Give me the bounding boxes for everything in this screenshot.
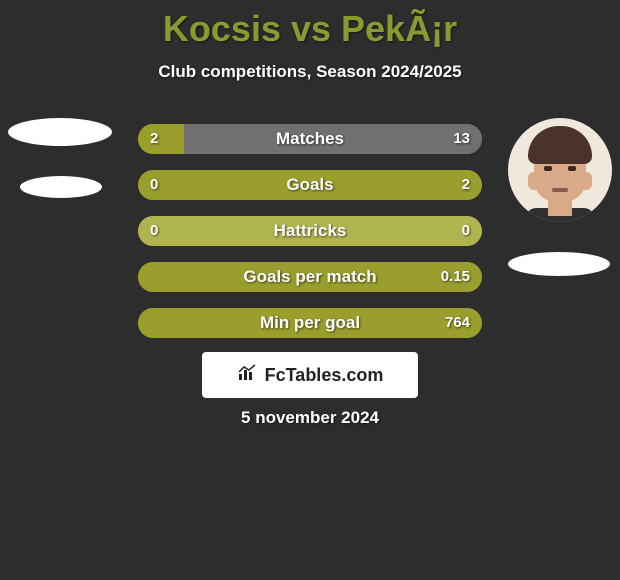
- stat-bar: Min per goal764: [138, 308, 482, 338]
- bar-label: Goals per match: [138, 262, 482, 292]
- player-right-name-placeholder: [508, 252, 610, 276]
- bar-value-right: 13: [453, 124, 470, 154]
- bar-value-right: 0: [462, 216, 470, 246]
- bar-value-right: 0.15: [441, 262, 470, 292]
- chart-icon: [237, 364, 259, 387]
- stat-bar: Goals per match0.15: [138, 262, 482, 292]
- player-left-panel: [8, 118, 112, 198]
- bar-value-right: 764: [445, 308, 470, 338]
- stat-bar: 0Hattricks0: [138, 216, 482, 246]
- player-right-panel: [508, 118, 612, 276]
- bar-label: Min per goal: [138, 308, 482, 338]
- player-right-avatar: [508, 118, 612, 222]
- player-left-name-placeholder: [20, 176, 102, 198]
- subtitle: Club competitions, Season 2024/2025: [0, 62, 620, 82]
- date-label: 5 november 2024: [0, 408, 620, 428]
- player-left-avatar-placeholder: [8, 118, 112, 146]
- stat-bar: 2Matches13: [138, 124, 482, 154]
- bar-value-right: 2: [462, 170, 470, 200]
- bar-label: Matches: [138, 124, 482, 154]
- comparison-bars: 2Matches130Goals20Hattricks0Goals per ma…: [138, 124, 482, 354]
- source-logo-text: FcTables.com: [265, 365, 384, 386]
- source-logo: FcTables.com: [202, 352, 418, 398]
- bar-label: Hattricks: [138, 216, 482, 246]
- page-title: Kocsis vs PekÃ¡r: [0, 0, 620, 50]
- stat-bar: 0Goals2: [138, 170, 482, 200]
- bar-label: Goals: [138, 170, 482, 200]
